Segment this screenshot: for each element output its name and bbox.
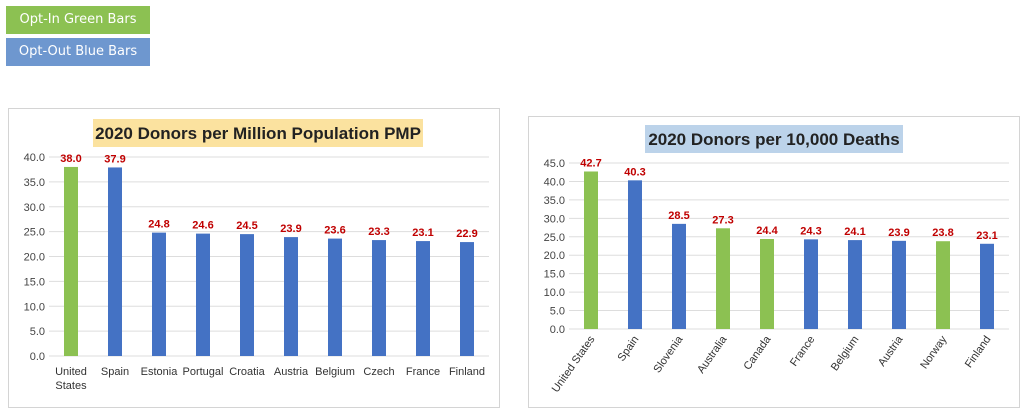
y-tick-label: 5.0 [30, 326, 45, 338]
bar-belgium [848, 240, 862, 329]
y-tick-label: 15.0 [544, 269, 565, 281]
category-label: United States [550, 333, 598, 394]
y-tick-label: 45.0 [544, 158, 565, 170]
category-label: Austria [274, 366, 309, 378]
category-label: Canada [742, 333, 774, 372]
legend-opt-in: Opt-In Green Bars [6, 6, 150, 34]
y-tick-label: 25.0 [24, 227, 45, 239]
value-label: 23.6 [324, 225, 345, 237]
bar-czech [372, 240, 386, 356]
y-tick-label: 30.0 [24, 202, 45, 214]
y-tick-label: 40.0 [24, 152, 45, 164]
category-label: Australia [695, 333, 730, 376]
y-tick-label: 15.0 [24, 276, 45, 288]
value-label: 40.3 [624, 166, 645, 178]
category-label: Austria [876, 333, 906, 369]
value-label: 24.8 [148, 219, 169, 231]
y-tick-label: 30.0 [544, 213, 565, 225]
category-label: Slovenia [651, 333, 686, 375]
bar-france [804, 239, 818, 329]
value-label: 24.3 [800, 225, 821, 237]
category-label: Finland [449, 366, 485, 378]
bar-france [416, 241, 430, 356]
y-tick-label: 0.0 [30, 351, 45, 363]
bar-finland [980, 243, 994, 329]
value-label: 42.7 [580, 157, 601, 169]
value-label: 23.9 [280, 223, 301, 235]
y-tick-label: 0.0 [550, 324, 565, 336]
value-label: 23.8 [932, 227, 953, 239]
chart-title: 2020 Donors per 10,000 Deaths [648, 130, 899, 149]
value-label: 24.6 [192, 220, 213, 232]
bar-croatia [240, 234, 254, 356]
value-label: 28.5 [668, 210, 689, 222]
category-label: Belgium [829, 334, 862, 373]
bar-australia [716, 228, 730, 329]
value-label: 22.9 [456, 228, 477, 240]
category-label: Spain [101, 366, 129, 378]
bar-slovenia [672, 223, 686, 329]
y-tick-label: 10.0 [544, 287, 565, 299]
category-label: France [788, 334, 817, 369]
category-label: Portugal [183, 366, 224, 378]
bar-united-states [64, 166, 78, 356]
value-label: 23.3 [368, 226, 389, 238]
chart-title-group: 2020 Donors per 10,000 Deaths [645, 125, 903, 153]
chart-title-background [645, 125, 903, 153]
y-tick-label: 25.0 [544, 232, 565, 244]
bar-belgium [328, 238, 342, 356]
y-tick-label: 20.0 [544, 250, 565, 262]
value-label: 23.9 [888, 227, 909, 239]
chart-title: 2020 Donors per Million Population PMP [95, 124, 421, 143]
chart-donors-per-deaths-panel: 2020 Donors per 10,000 Deaths 0.0 5.0 10.0 1… [528, 116, 1020, 408]
category-label: France [406, 366, 440, 378]
chart-title-background [93, 119, 423, 147]
bar-canada [760, 238, 774, 329]
category-label: Belgium [315, 366, 355, 378]
bar-spain [108, 167, 122, 356]
chart-title-group: 2020 Donors per Million Population PMP [93, 119, 423, 147]
value-label: 23.1 [976, 230, 997, 242]
category-label: Estonia [141, 366, 179, 378]
value-label: 37.9 [104, 153, 125, 165]
value-label: 38.0 [60, 153, 81, 165]
category-label: Czech [363, 366, 394, 378]
y-tick-label: 20.0 [24, 252, 45, 264]
bar-portugal [196, 233, 210, 356]
y-tick-label: 35.0 [544, 195, 565, 207]
legend-opt-out: Opt-Out Blue Bars [6, 38, 150, 66]
chart-donors-pmp: 2020 Donors per Million Population PMP 0.… [24, 119, 489, 392]
bar-austria [892, 240, 906, 329]
category-label: Spain [615, 334, 641, 364]
category-label: Croatia [229, 366, 265, 378]
category-label: Norway [918, 333, 950, 371]
value-label: 24.1 [844, 226, 865, 238]
bar-spain [628, 180, 642, 329]
bar-finland [460, 242, 474, 356]
y-tick-label: 35.0 [24, 177, 45, 189]
value-label: 24.4 [756, 225, 778, 237]
chart-donors-per-deaths: 2020 Donors per 10,000 Deaths 0.0 5.0 10.0 1… [544, 125, 1009, 395]
y-tick-label: 10.0 [24, 301, 45, 313]
bar-austria [284, 237, 298, 356]
value-label: 27.3 [712, 214, 733, 226]
bar-norway [936, 241, 950, 329]
value-label: 23.1 [412, 227, 433, 239]
y-tick-label: 40.0 [544, 176, 565, 188]
category-label: Finland [963, 334, 994, 370]
y-tick-label: 5.0 [550, 306, 565, 318]
category-label: United States [55, 366, 87, 392]
bar-united-states [584, 171, 598, 329]
bar-estonia [152, 232, 166, 356]
chart-donors-pmp-panel: 2020 Donors per Million Population PMP 0.… [8, 108, 500, 408]
value-label: 24.5 [236, 220, 257, 232]
